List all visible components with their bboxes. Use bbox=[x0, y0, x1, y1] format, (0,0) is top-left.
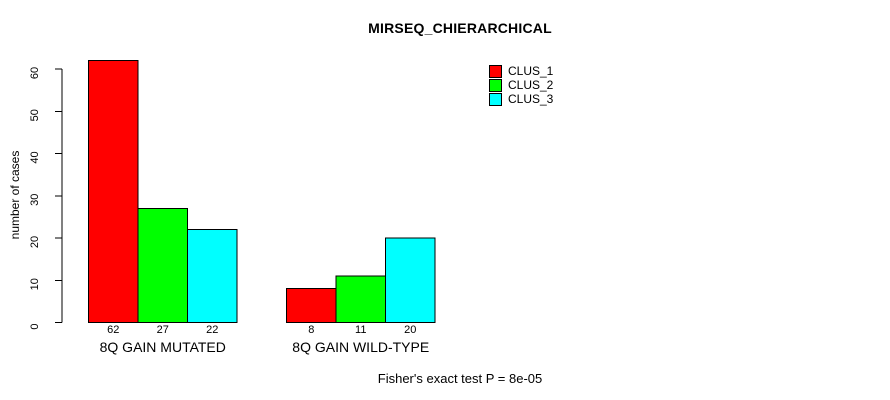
legend-label: CLUS_1 bbox=[508, 64, 554, 78]
legend-swatch-clus-1-icon bbox=[489, 65, 502, 78]
bar-value-label: 11 bbox=[355, 324, 366, 336]
y-tick-label: 30 bbox=[29, 194, 41, 206]
bar-value-label: 62 bbox=[107, 324, 119, 336]
bar-clus_3-2 bbox=[385, 237, 436, 323]
pvalue-annotation: Fisher's exact test P = 8e-05 bbox=[377, 371, 543, 386]
legend-item-clus-3: CLUS_3 bbox=[489, 93, 553, 106]
y-tick-label: 40 bbox=[29, 151, 41, 163]
bar-clus_1-2 bbox=[286, 288, 337, 324]
legend-label: CLUS_2 bbox=[508, 78, 554, 92]
chart-title: MIRSEQ_CHIERARCHICAL bbox=[368, 20, 552, 36]
legend-label: CLUS_3 bbox=[508, 92, 554, 106]
legend-swatch-clus-2-icon bbox=[489, 79, 502, 92]
bar-clus_2-1 bbox=[137, 207, 188, 323]
y-tick-label: 10 bbox=[29, 278, 41, 290]
y-tick-label: 20 bbox=[29, 236, 41, 248]
legend-swatch-clus-3-icon bbox=[489, 93, 502, 106]
y-tick-label: 50 bbox=[29, 109, 41, 121]
legend: CLUS_1 CLUS_2 CLUS_3 bbox=[489, 65, 553, 107]
group-label: 8Q GAIN WILD-TYPE bbox=[292, 339, 429, 355]
legend-item-clus-2: CLUS_2 bbox=[489, 79, 553, 92]
bar-value-label: 22 bbox=[206, 324, 218, 336]
y-tick-label: 0 bbox=[29, 323, 41, 329]
y-tick-label: 60 bbox=[29, 67, 41, 79]
bar-value-label: 8 bbox=[308, 324, 314, 336]
bar-clus_1-1 bbox=[88, 60, 139, 324]
bar-value-label: 27 bbox=[157, 324, 169, 336]
group-label: 8Q GAIN MUTATED bbox=[100, 339, 226, 355]
bar-clus_3-1 bbox=[187, 229, 238, 323]
legend-item-clus-1: CLUS_1 bbox=[489, 65, 553, 78]
bar-value-label: 20 bbox=[404, 324, 416, 336]
bar-clus_2-2 bbox=[335, 275, 386, 323]
